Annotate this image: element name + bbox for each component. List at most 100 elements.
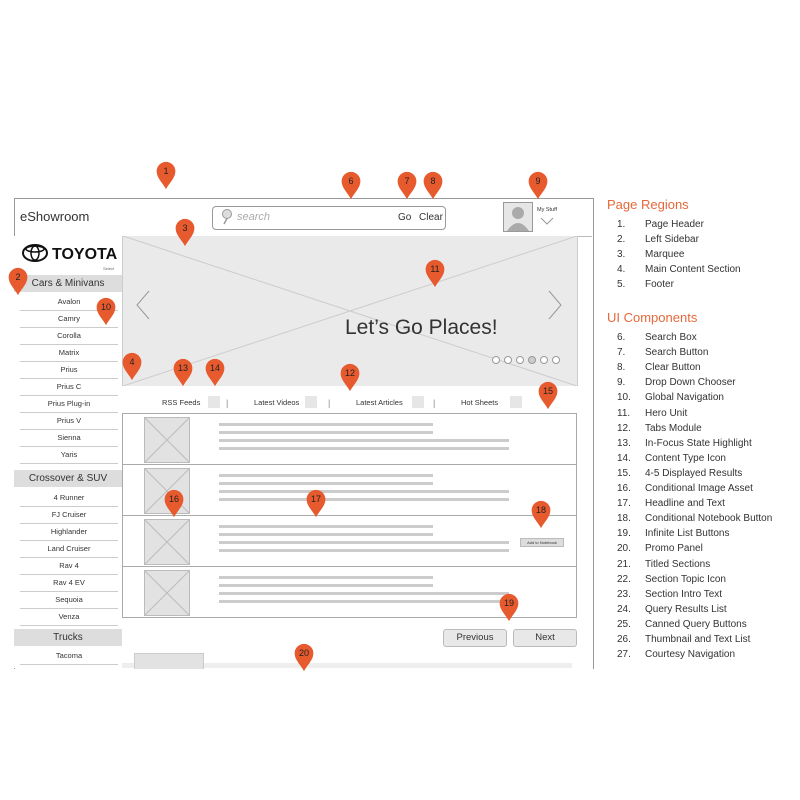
sidebar-item[interactable]: Land Cruiser — [20, 541, 118, 558]
next-button[interactable]: Next — [513, 629, 577, 647]
search-input[interactable]: search — [237, 211, 271, 223]
legend-label: Headline and Text — [645, 498, 725, 510]
sidebar-item[interactable]: Prius C — [20, 379, 118, 396]
legend-label: Titled Sections — [645, 558, 711, 570]
previous-button[interactable]: Previous — [443, 629, 507, 647]
annotation-pin: 13 — [171, 357, 195, 391]
sidebar-item[interactable]: Rav 4 — [20, 558, 118, 575]
legend-number: 20. — [617, 543, 631, 555]
legend-label: Hero Unit — [645, 407, 688, 419]
app-title[interactable]: eShowroom — [20, 209, 90, 224]
legend-number: 19. — [617, 528, 631, 540]
pin-number: 2 — [15, 272, 21, 282]
carousel-dot[interactable] — [552, 356, 560, 364]
carousel-dot[interactable] — [492, 356, 500, 364]
legend-label: Conditional Image Asset — [645, 483, 753, 494]
tab-latest-articles[interactable]: Latest Articles — [356, 398, 403, 407]
carousel-dot[interactable] — [504, 356, 512, 364]
carousel-next-arrow[interactable] — [544, 289, 564, 323]
logo-subtitle: Select — [103, 266, 115, 271]
clear-button[interactable]: Clear — [419, 212, 443, 223]
carousel-dot[interactable] — [516, 356, 524, 364]
legend-item: 10. Global Navigation — [617, 392, 724, 403]
annotation-pin: 11 — [423, 258, 447, 292]
headline-line — [219, 423, 433, 426]
sidebar-item[interactable]: FJ Cruiser — [20, 507, 118, 524]
legend-label: Section Topic Icon — [645, 573, 726, 585]
marquee[interactable] — [122, 235, 578, 387]
sidebar-item[interactable]: Avalon — [20, 294, 118, 311]
sidebar-item[interactable]: Sienna — [20, 430, 118, 447]
text-line — [219, 431, 433, 434]
text-line — [219, 541, 509, 544]
toyota-logo[interactable]: TOYOTA — [18, 238, 120, 274]
sidebar-item[interactable]: Sequoia — [20, 592, 118, 609]
pin-number: 9 — [535, 176, 541, 186]
legend-item: 5. Footer — [617, 279, 674, 290]
result-thumbnail — [144, 519, 190, 565]
sidebar-category-heading[interactable]: Trucks — [14, 629, 122, 646]
annotation-pin: 15 — [536, 380, 560, 414]
headline-line — [219, 576, 433, 579]
chevron-down-icon[interactable] — [540, 216, 554, 226]
carousel-dot[interactable] — [540, 356, 548, 364]
annotation-pin: 18 — [529, 499, 553, 533]
pin-number: 7 — [404, 176, 410, 186]
legend-item: 16. Conditional Image Asset — [617, 483, 753, 494]
pin-number: 17 — [310, 494, 321, 504]
search-button[interactable]: Go — [398, 212, 412, 223]
pin-number: 3 — [182, 223, 188, 233]
legend-number: 5. — [617, 279, 626, 291]
legend-item: 3. Marquee — [617, 249, 684, 260]
legend-item: 19. Infinite List Buttons — [617, 528, 730, 539]
sidebar-item[interactable]: Highlander — [20, 524, 118, 541]
text-line — [219, 592, 509, 595]
legend-label: Page Header — [645, 219, 704, 230]
legend-item: 27. Courtesy Navigation — [617, 649, 735, 660]
sidebar-item[interactable]: Corolla — [20, 328, 118, 345]
tab-latest-videos[interactable]: Latest Videos — [254, 398, 300, 407]
annotation-pin: 4 — [120, 351, 144, 385]
my-stuff-label[interactable]: My Stuff — [537, 207, 558, 213]
sidebar-item[interactable]: Tacoma — [20, 648, 118, 665]
headline-line — [219, 474, 433, 477]
sidebar-item[interactable]: Camry — [20, 311, 118, 328]
hot-sheet-content-type-icon — [510, 396, 522, 408]
tab-rss-feeds[interactable]: RSS Feeds — [162, 398, 201, 407]
carousel-dot[interactable] — [528, 356, 536, 364]
legend-number: 10. — [617, 392, 631, 404]
annotation-pin: 10 — [94, 296, 118, 330]
sidebar-category-heading[interactable]: Cars & Minivans — [14, 275, 122, 292]
pin-number: 20 — [298, 648, 309, 658]
sidebar-item[interactable]: Yaris — [20, 447, 118, 464]
legend-number: 24. — [617, 603, 631, 615]
legend-label: Clear Button — [645, 362, 701, 374]
sidebar-category-heading[interactable]: Crossover & SUV — [14, 470, 122, 487]
legend-number: 16. — [617, 483, 631, 494]
add-to-notebook-button[interactable]: Add to Notebook — [520, 538, 564, 547]
carousel-prev-arrow[interactable] — [134, 289, 154, 323]
legend-item: 1. Page Header — [617, 219, 704, 230]
text-line — [219, 482, 433, 485]
text-line — [219, 498, 509, 501]
tab-hot-sheets[interactable]: Hot Sheets — [461, 398, 499, 407]
sidebar-item[interactable]: Prius Plug-in — [20, 396, 118, 413]
legend-item: 12. Tabs Module — [617, 423, 702, 434]
annotation-pin: 12 — [338, 362, 362, 396]
sidebar-item[interactable]: Prius V — [20, 413, 118, 430]
legend-label: In-Focus State Highlight — [645, 437, 752, 449]
hero-image-placeholder — [122, 235, 578, 387]
sidebar-item[interactable]: Prius — [20, 362, 118, 379]
avatar[interactable] — [503, 202, 533, 232]
legend-label: Tabs Module — [645, 422, 702, 434]
pin-number: 11 — [430, 264, 440, 274]
legend-label: Infinite List Buttons — [645, 528, 730, 540]
sidebar-item[interactable]: Rav 4 EV — [20, 575, 118, 592]
sidebar-item[interactable]: Matrix — [20, 345, 118, 362]
legend-number: 1. — [617, 219, 626, 230]
search-box[interactable] — [212, 206, 446, 230]
legend-number: 11. — [617, 407, 631, 419]
sidebar-item[interactable]: 4 Runner — [20, 490, 118, 507]
sidebar-item[interactable]: Venza — [20, 609, 118, 626]
annotation-pin: 20 — [292, 642, 316, 676]
